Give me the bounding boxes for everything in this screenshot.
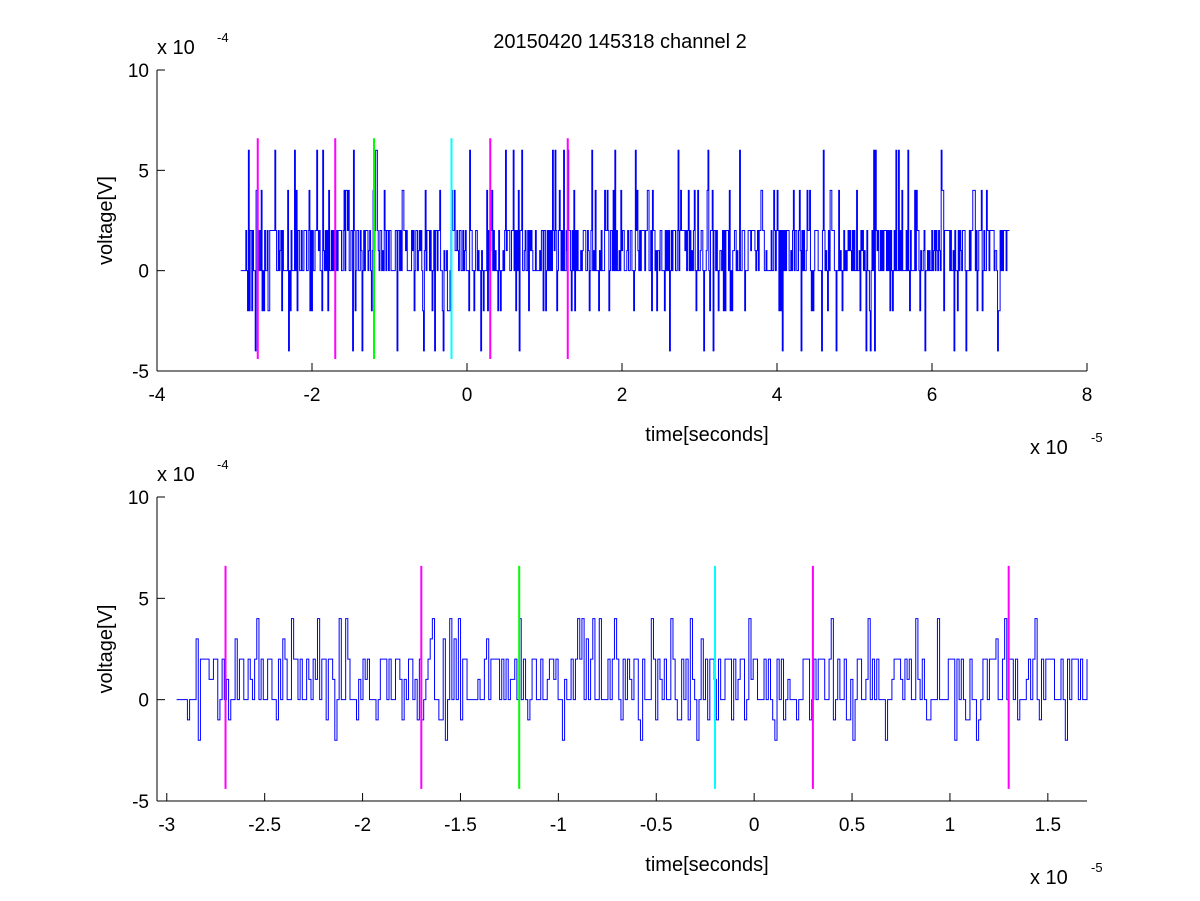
x-tick-label: 1.5	[1035, 815, 1061, 836]
x-tick-label: 1	[945, 815, 956, 836]
y-exponent-power: -4	[217, 457, 229, 472]
x-exponent-label: x 10	[1030, 437, 1068, 459]
y-tick-label: 10	[128, 61, 149, 82]
x-tick-label: -1.5	[444, 815, 477, 836]
x-tick-label: 6	[927, 385, 938, 406]
y-axis-label: voltage[V]	[95, 176, 117, 265]
y-exponent-label: x 10	[157, 464, 195, 486]
signal-trace	[176, 618, 1088, 741]
y-axis-label: voltage[V]	[95, 605, 117, 694]
y-tick-label: 0	[138, 262, 149, 283]
signal-trace	[240, 149, 1010, 352]
y-tick-label: 5	[138, 161, 149, 182]
x-tick-label: 8	[1082, 385, 1093, 406]
x-exponent-label: x 10	[1030, 867, 1068, 889]
x-exponent-power: -5	[1091, 860, 1103, 875]
y-tick-label: 5	[138, 589, 149, 610]
x-tick-label: 0.5	[839, 815, 865, 836]
top-subplot: -4 -2 0 2 4 6 8 -5 0 5 10 time[seconds] voltage[V] x …	[95, 30, 1103, 459]
x-tick-label: -2	[354, 815, 371, 836]
x-tick-label: -4	[149, 385, 166, 406]
y-tick-label: -5	[132, 362, 149, 383]
x-tick-label: 2	[617, 385, 628, 406]
y-exponent-label: x 10	[157, 37, 195, 59]
y-tick-label: 10	[128, 488, 149, 509]
x-tick-label: -2.5	[248, 815, 281, 836]
y-tick-label: 0	[138, 691, 149, 712]
bottom-subplot: -3 -2.5 -2 -1.5 -1 -0.5 0 0.5 1 1.5 -5 0 5 10 time[sec…	[95, 457, 1103, 889]
x-exponent-power: -5	[1091, 430, 1103, 445]
x-tick-label: -3	[158, 815, 175, 836]
x-axis-label: time[seconds]	[645, 854, 768, 876]
x-tick-label: 0	[749, 815, 760, 836]
y-exponent-power: -4	[217, 30, 229, 45]
x-tick-label: -1	[550, 815, 567, 836]
x-axis-label: time[seconds]	[645, 424, 768, 446]
x-tick-label: -2	[304, 385, 321, 406]
y-tick-label: -5	[132, 792, 149, 813]
x-tick-label: 4	[772, 385, 783, 406]
x-tick-label: 0	[462, 385, 473, 406]
x-tick-label: -0.5	[640, 815, 673, 836]
figure-title: 20150420 145318 channel 2	[493, 31, 747, 53]
